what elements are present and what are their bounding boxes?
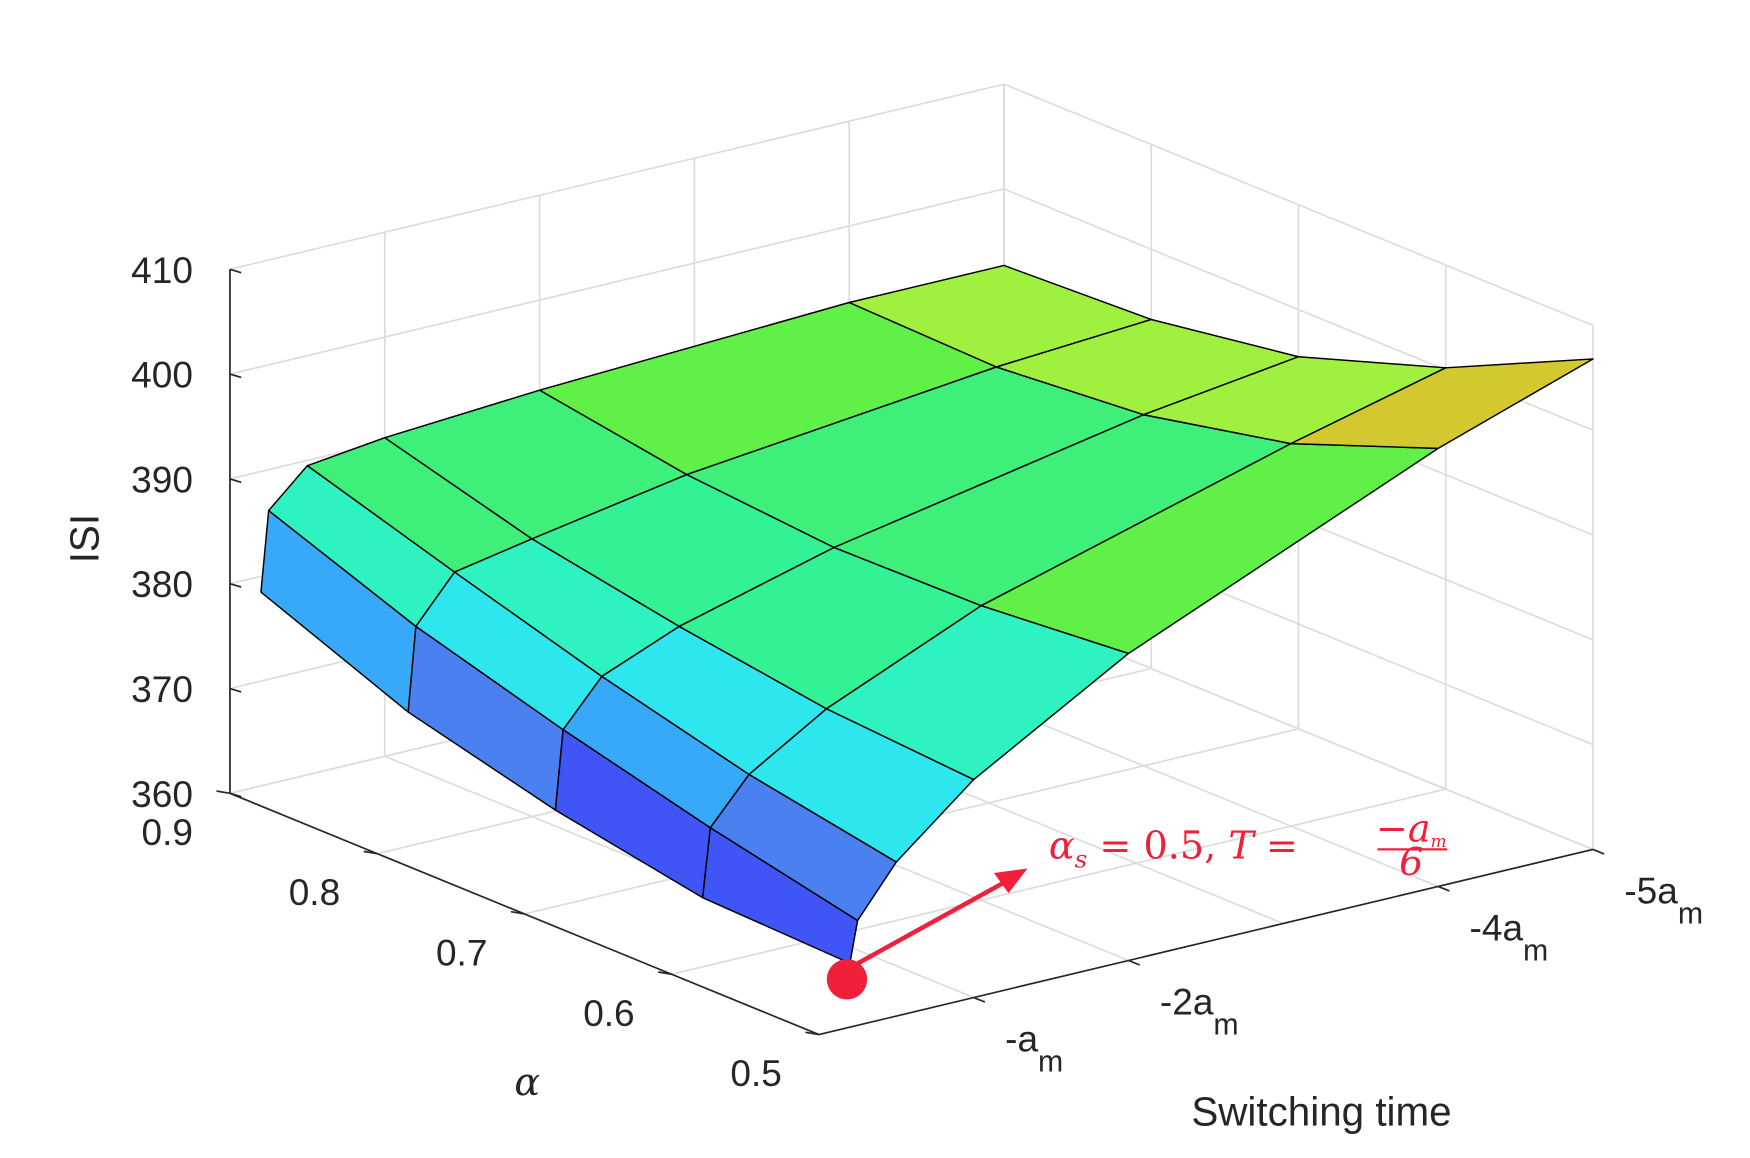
x-tick xyxy=(1128,959,1141,966)
alpha-tick xyxy=(216,790,231,795)
z-tick-label: 410 xyxy=(131,249,193,291)
alpha-tick-label: 0.7 xyxy=(436,932,487,974)
x-tick-label-main: -2a xyxy=(1160,980,1214,1022)
z-axis-label: ISI xyxy=(62,514,108,563)
z-tick xyxy=(229,687,242,693)
x-axis xyxy=(818,848,1594,1036)
x-tick-label-sub: m xyxy=(1213,1009,1238,1042)
alpha-tick-label: 0.9 xyxy=(141,811,192,853)
alpha-tick xyxy=(510,910,525,915)
z-tick-label: 360 xyxy=(131,773,193,815)
x-tick-label-main: -4a xyxy=(1470,906,1524,948)
alpha-tick-label: 0.5 xyxy=(730,1052,781,1094)
x-tick-label: -am xyxy=(1005,1017,1063,1078)
x-tick-label-sub: m xyxy=(1678,897,1703,930)
z-tick-label: 370 xyxy=(131,668,193,710)
annotation-arrow-line xyxy=(853,874,1017,967)
z-tick xyxy=(229,582,242,588)
z-tick-label: 400 xyxy=(131,354,193,396)
alpha-axis-label: α xyxy=(514,1060,540,1104)
alpha-tick xyxy=(658,971,672,976)
grid-line-alpha xyxy=(671,788,1446,976)
alpha-tick xyxy=(805,1031,820,1036)
annotation-fraction-numerator: −am xyxy=(1376,807,1447,852)
grid-line-z xyxy=(229,188,1005,375)
z-tick-label: 380 xyxy=(131,563,193,605)
axes xyxy=(216,268,1605,1036)
annotation-text: αs = 0.5, T = xyxy=(1049,823,1298,873)
x-tick xyxy=(1592,848,1605,855)
surface xyxy=(260,264,1594,1000)
annotation-fraction-denominator: 6 xyxy=(1399,840,1423,884)
z-tick xyxy=(229,478,242,484)
x-tick xyxy=(1437,885,1450,892)
z-tick xyxy=(229,792,242,798)
x-tick-label-main: -a xyxy=(1005,1017,1038,1059)
x-tick xyxy=(973,996,986,1003)
z-tick xyxy=(229,268,242,274)
x-tick-label-sub: m xyxy=(1523,935,1548,968)
alpha-tick-label: 0.6 xyxy=(583,992,634,1034)
alpha-tick-label: 0.8 xyxy=(289,871,340,913)
z-tick-label: 390 xyxy=(131,458,193,500)
surface-face xyxy=(1290,358,1594,450)
annotation: αs = 0.5, T = −am 6 xyxy=(853,807,1448,967)
grid-line-z xyxy=(229,83,1005,271)
alpha-tick xyxy=(363,850,378,855)
highlight-point xyxy=(826,959,868,1000)
z-tick xyxy=(229,373,242,379)
tick-labels: 3603703803904004100.50.60.70.80.9-am-2am… xyxy=(131,249,1703,1094)
x-tick-label: -4am xyxy=(1470,906,1549,967)
x-tick-label-sub: m xyxy=(1038,1046,1063,1079)
x-tick-label: -5am xyxy=(1624,869,1703,930)
annotation-arrow-head xyxy=(993,868,1028,894)
x-tick-label: -2am xyxy=(1160,980,1239,1041)
x-tick-label-main: -5a xyxy=(1624,869,1678,911)
x-axis-label: Switching time xyxy=(1191,1088,1451,1134)
